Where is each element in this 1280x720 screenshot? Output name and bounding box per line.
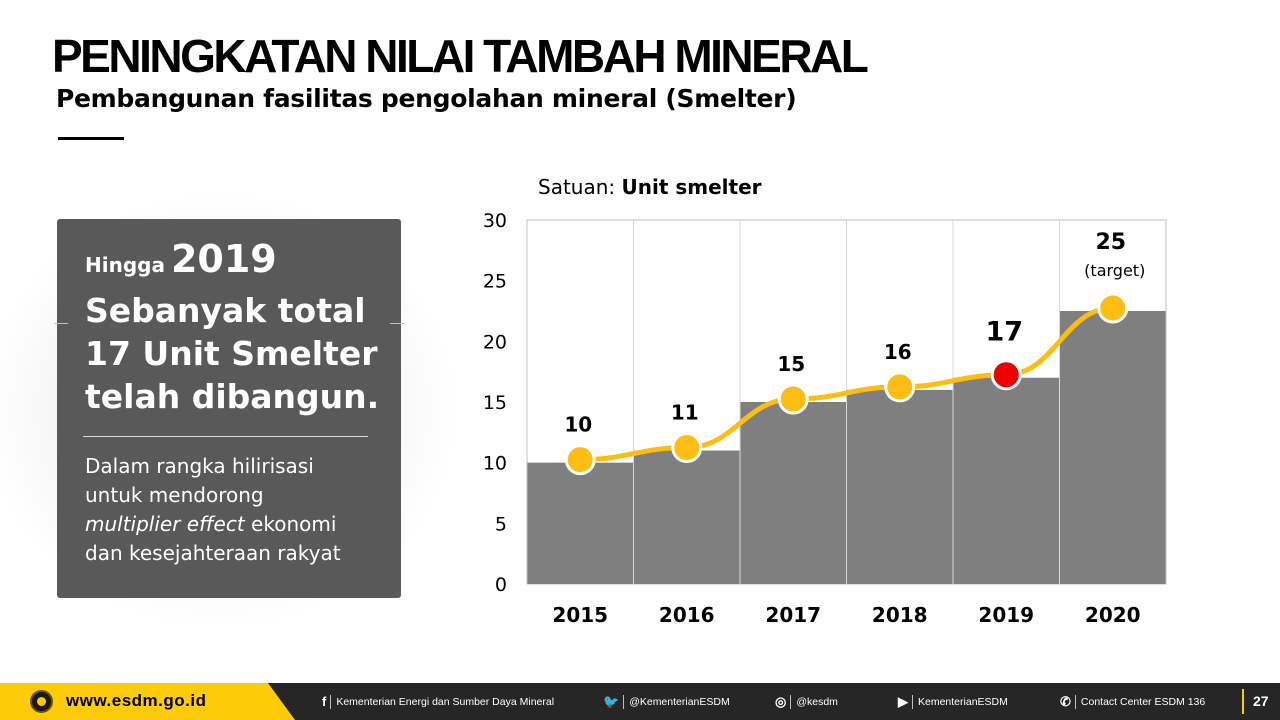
card-desc-line: dan kesejahteraan rakyat [85, 541, 341, 565]
card-year-line: Hingga 2019 [85, 237, 277, 281]
facebook-icon: f [322, 694, 327, 709]
card-divider [83, 436, 368, 437]
y-tick-label: 5 [495, 513, 507, 535]
footer-twitter[interactable]: 🐦 @KementerianESDM [603, 683, 730, 720]
esdm-logo-icon [30, 690, 53, 713]
footer-facebook-label: Kementerian Energi dan Sumber Daya Miner… [336, 695, 555, 708]
card-prefix: Hingga [85, 253, 165, 277]
card-desc-line: Dalam rangka hilirisasi [85, 454, 314, 478]
bar-2019 [953, 377, 1059, 584]
twitter-icon: 🐦 [603, 693, 620, 709]
point-marker-2020 [1097, 292, 1129, 324]
card-year: 2019 [170, 237, 277, 281]
card-desc-line: multiplier effect ekonomi [85, 510, 341, 539]
bar-2016 [634, 450, 740, 584]
bar-2017 [740, 402, 846, 584]
data-label: 15 [777, 352, 805, 376]
footer-separator [912, 694, 913, 709]
chart-unit-label: Satuan: Unit smelter [538, 175, 762, 199]
page-number: 27 [1242, 689, 1269, 714]
footer-contact-label: Contact Center ESDM 136 [1080, 695, 1206, 708]
point-marker-2018 [884, 371, 916, 403]
footer-separator [1074, 694, 1076, 709]
card-headline: Sebanyak total 17 Unit Smelter telah dib… [85, 289, 379, 418]
target-note: (target) [1084, 261, 1145, 280]
bar-2020 [1060, 311, 1166, 584]
data-label: 16 [884, 340, 912, 364]
page-subtitle: Pembangunan fasilitas pengolahan mineral… [56, 84, 797, 113]
point-marker-2017 [777, 383, 809, 415]
x-tick-label: 2017 [765, 603, 821, 627]
footer-youtube-label: KementerianESDM [918, 695, 1008, 708]
card-headline-line: 17 Unit Smelter [85, 334, 378, 373]
footer-instagram[interactable]: ◎ @kesdm [775, 683, 838, 720]
bar-2015 [527, 462, 633, 584]
point-marker-2015 [564, 444, 596, 476]
x-tick-label: 2018 [872, 603, 928, 627]
card-desc-rest: ekonomi [244, 512, 337, 536]
footer-website[interactable]: www.esdm.go.id [66, 691, 207, 710]
point-marker-2019 [990, 359, 1022, 391]
footer-facebook[interactable]: f Kementerian Energi dan Sumber Daya Mine… [322, 683, 554, 720]
footer-instagram-label: @kesdm [796, 695, 838, 708]
y-tick-label: 15 [483, 392, 507, 414]
bar-2018 [847, 389, 953, 584]
footer-youtube[interactable]: ▶ KementerianESDM [898, 683, 1008, 720]
x-tick-label: 2015 [552, 603, 608, 627]
card-headline-line: Sebanyak total [85, 291, 366, 330]
chart-unit-value: Unit smelter [621, 175, 762, 199]
data-label: 11 [671, 401, 699, 425]
y-tick-label: 0 [495, 574, 507, 596]
card-notch-left [54, 323, 68, 324]
y-tick-label: 10 [483, 453, 507, 475]
x-tick-label: 2019 [978, 603, 1034, 627]
page-title: PENINGKATAN NILAI TAMBAH MINERAL [52, 30, 869, 82]
data-label: 25 [1095, 230, 1126, 255]
card-desc-italic: multiplier effect [85, 512, 245, 536]
x-tick-label: 2020 [1085, 603, 1141, 627]
y-tick-label: 25 [483, 271, 507, 293]
title-underline [58, 137, 124, 140]
y-tick-label: 30 [483, 210, 507, 232]
card-description: Dalam rangka hilirisasi untuk mendorong … [85, 452, 341, 568]
footer-separator [790, 694, 792, 709]
phone-icon: ✆ [1060, 693, 1071, 709]
card-desc-line: untuk mendorong [85, 483, 264, 507]
data-label: 17 [985, 317, 1023, 348]
chart-unit-prefix: Satuan: [538, 175, 616, 199]
instagram-icon: ◎ [775, 693, 787, 709]
x-tick-label: 2016 [659, 603, 715, 627]
footer-twitter-label: @KementerianESDM [629, 695, 730, 708]
card-headline-line: telah dibangun. [85, 377, 380, 416]
youtube-icon: ▶ [898, 693, 908, 709]
footer-separator [330, 694, 332, 709]
footer-contact[interactable]: ✆ Contact Center ESDM 136 [1060, 683, 1205, 720]
footer-bar: www.esdm.go.id f Kementerian Energi dan S… [0, 683, 1280, 720]
footer-separator [623, 694, 625, 709]
smelter-chart: 0 5 10 15 20 25 30 2015 2016 2017 2018 2019 2020 10 11… [483, 210, 1167, 627]
card-notch-right [390, 323, 404, 324]
point-marker-2016 [671, 432, 703, 464]
y-tick-label: 20 [483, 331, 507, 353]
info-card: Hingga 2019 Sebanyak total 17 Unit Smelte… [54, 219, 404, 598]
data-label: 10 [564, 413, 592, 437]
